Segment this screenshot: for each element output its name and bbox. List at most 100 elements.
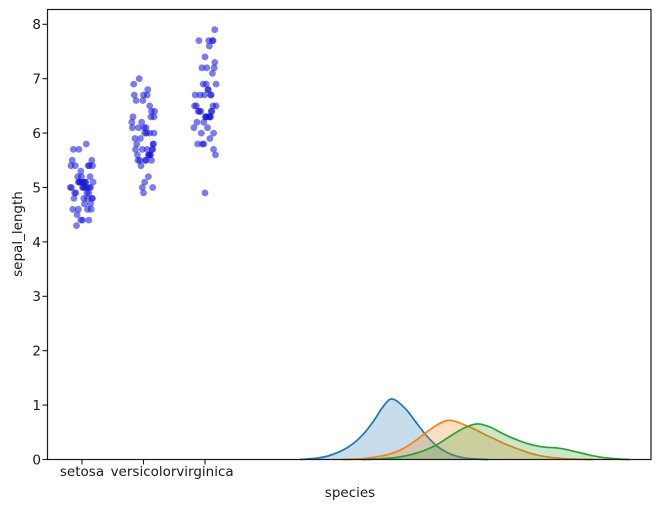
strip-point-versicolor <box>151 107 159 115</box>
strip-point-versicolor <box>149 146 157 153</box>
strip-point-virginica <box>199 80 207 88</box>
strip-point-versicolor <box>130 80 138 88</box>
strip-point-versicolor <box>134 151 141 159</box>
strip-point-setosa <box>70 146 77 153</box>
strip-point-setosa <box>88 156 96 164</box>
y-tick-label-0: 0 <box>32 452 41 468</box>
strip-point-versicolor <box>129 124 136 132</box>
strip-point-virginica <box>208 107 216 115</box>
strip-point-virginica <box>191 102 198 110</box>
kde-line-virginica <box>360 423 631 461</box>
strip-point-versicolor <box>135 124 143 132</box>
strip-point-virginica <box>200 140 208 148</box>
strip-point-versicolor <box>137 135 144 142</box>
strip-point-virginica <box>211 26 219 34</box>
kde-fill-versicolor <box>343 420 593 460</box>
strip-point-virginica <box>202 113 210 121</box>
strip-point-virginica <box>201 91 208 99</box>
strip-point-virginica <box>210 129 218 137</box>
strip-point-virginica <box>198 64 206 72</box>
strip-point-versicolor <box>146 129 154 137</box>
strip-point-virginica <box>211 59 219 66</box>
strip-point-versicolor <box>140 189 147 197</box>
strip-point-versicolor <box>138 184 146 191</box>
strip-point-versicolor <box>132 97 140 104</box>
strip-point-setosa <box>70 195 78 202</box>
strip-point-setosa <box>79 216 86 224</box>
strip-point-versicolor <box>146 102 154 110</box>
strip-point-virginica <box>209 102 217 110</box>
strip-point-virginica <box>210 64 218 72</box>
strip-point-setosa <box>86 184 93 191</box>
strip-point-setosa <box>82 140 90 148</box>
strip-point-virginica <box>203 64 211 72</box>
strip-point-virginica <box>209 37 216 44</box>
strip-point-versicolor <box>141 156 149 164</box>
strip-point-versicolor <box>135 75 143 83</box>
strip-point-setosa <box>78 173 85 181</box>
plot-area-spines <box>46 8 652 461</box>
strip-point-virginica <box>205 42 213 50</box>
strip-point-versicolor <box>138 146 146 153</box>
strip-point-versicolor <box>131 135 139 142</box>
strip-point-virginica <box>197 107 205 115</box>
strip-point-setosa <box>84 162 92 170</box>
strip-point-virginica <box>212 151 219 159</box>
y-tick-label-2: 2 <box>32 344 41 360</box>
strip-point-setosa <box>71 162 79 170</box>
x-tick-label-versicolor: versicolor <box>111 464 177 480</box>
strip-point-versicolor <box>137 162 145 170</box>
y-tick-label-8: 8 <box>32 17 41 33</box>
kde-curves <box>299 398 631 461</box>
kde-fill-setosa <box>300 398 488 460</box>
strip-point-setosa <box>84 195 91 202</box>
y-axis-ticks: 0 1 2 3 4 5 6 7 8 <box>32 17 48 468</box>
strip-point-setosa <box>75 146 83 153</box>
strip-point-virginica <box>212 80 220 88</box>
strip-point-setosa <box>89 195 96 202</box>
strip-point-setosa <box>73 211 81 219</box>
strip-point-versicolor <box>128 118 136 126</box>
strip-point-virginica <box>204 124 211 132</box>
x-axis-label: species <box>325 485 375 501</box>
y-axis-label: sepal_length <box>10 191 26 277</box>
strip-point-setosa <box>80 178 88 186</box>
y-tick-label-5: 5 <box>32 180 41 196</box>
kde-line-setosa <box>299 398 489 461</box>
y-tick-label-3: 3 <box>32 289 41 305</box>
strip-point-versicolor <box>139 97 147 104</box>
strip-point-virginica <box>197 129 205 137</box>
strip-point-setosa <box>68 156 76 164</box>
strip-point-versicolor <box>144 86 152 93</box>
y-tick-label-1: 1 <box>32 398 41 414</box>
strip-point-versicolor <box>134 156 142 164</box>
strip-point-virginica <box>193 118 201 126</box>
strip-point-versicolor <box>147 113 155 121</box>
x-tick-label-virginica: virginica <box>176 464 233 480</box>
strip-point-setosa <box>74 178 82 186</box>
strip-point-setosa <box>86 173 94 181</box>
x-tick-label-setosa: setosa <box>60 464 104 480</box>
strip-point-versicolor <box>145 173 152 181</box>
strip-point-virginica <box>201 53 209 61</box>
strip-point-versicolor <box>132 146 139 153</box>
strip-point-versicolor <box>149 140 157 148</box>
strip-point-virginica <box>209 69 216 77</box>
strip-point-versicolor <box>133 140 141 148</box>
x-axis-ticks: setosa versicolor virginica <box>60 459 234 480</box>
strip-point-versicolor <box>129 113 137 121</box>
y-tick-label-7: 7 <box>32 72 41 88</box>
strip-point-setosa <box>77 167 85 175</box>
strip-point-versicolor <box>141 178 149 186</box>
strip-point-setosa <box>89 178 97 186</box>
y-tick-label-4: 4 <box>32 235 41 251</box>
strip-point-virginica <box>194 140 202 148</box>
kde-line-versicolor <box>342 419 594 461</box>
strip-point-virginica <box>204 86 212 93</box>
strip-point-setosa <box>85 216 93 224</box>
strip-point-versicolor <box>140 91 147 99</box>
y-tick-label-6: 6 <box>32 126 41 142</box>
strip-point-versicolor <box>146 151 154 159</box>
strip-point-setosa <box>87 200 94 208</box>
